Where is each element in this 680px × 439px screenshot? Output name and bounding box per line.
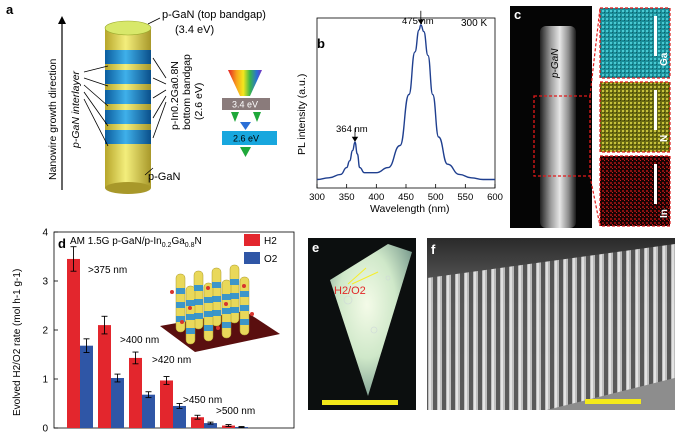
h2-o2-photo-label: H2/O2 [334,285,366,297]
scale-bar [594,90,598,126]
y-axis-label: Evolved H2/O2 rate (mol h-1 g-1) [12,269,23,416]
band-bottom-bar [222,131,277,145]
bar-o2 [111,378,124,428]
blue-arrow-icon [240,122,251,130]
scale-bar [585,399,641,404]
cutoff-label: >420 nm [152,355,191,366]
in-map: In [599,155,671,227]
top-bandgap-label: p-GaN (top bandgap) [162,9,266,21]
panel-f-sem: f [427,238,675,410]
legend-o2-label: O2 [264,254,278,265]
cutoff-label: >500 nm [216,406,255,417]
y-tick-label: 1 [42,375,48,386]
growth-arrow-icon [58,16,66,24]
nanowire-stem [540,26,576,228]
panel-f-label: f [431,242,436,257]
panel-d-label: d [58,236,66,251]
bar-h2 [129,357,142,428]
x-tick-label: 300 [309,192,325,203]
bottom-alloy-label: p-In0.2Ga0.8N [169,61,181,130]
bar-o2 [173,405,186,428]
x-tick-label: 350 [339,192,355,203]
band-top-bar [222,98,270,110]
top-bandgap-energy: (3.4 eV) [175,24,214,36]
x-tick-label: 600 [487,192,503,203]
bar-h2 [98,325,111,428]
n-map: N [599,81,671,153]
stem-wire-label: p-GaN [550,48,561,79]
legend-h2-label: H2 [264,236,277,247]
x-tick-label: 400 [368,192,384,203]
panel-c: c p-GaN Ga N In [510,6,671,228]
d-header: AM 1.5G p-GaN/p-In0.2Ga0.8N [70,236,202,249]
band-bottom-text: 2.6 eV [233,134,259,144]
x-tick-label: 500 [428,192,444,203]
panel-b-label: b [317,36,325,51]
panel-c-label: c [514,7,521,22]
nanowire-array-inset [160,264,280,352]
bottom-pgan-label: p-GaN [148,171,180,183]
x-axis-label: Wavelength (nm) [370,203,450,215]
temperature-label: 300 K [461,18,487,29]
panel-d-chart: d AM 1.5G p-GaN/p-In0.2Ga0.8N Evolved H2… [12,228,295,435]
growth-direction-label: Nanowire growth direction [47,58,59,180]
panel-e-photo: e H2/O2 [308,238,416,410]
peak2-label: 475 nm [402,16,434,27]
green-arrow-icon [253,112,261,122]
legend-o2-swatch [244,252,260,264]
y-axis-label: PL intensity (a.u.) [296,74,308,155]
y-tick-label: 3 [42,277,48,288]
peak1-label: 364 nm [336,124,368,135]
bar-o2 [142,394,155,428]
nanowire-cylinder [104,20,152,194]
bar-o2 [80,345,93,428]
panel-a: a Nanowire growth direction p-GaN interl… [6,2,277,194]
nanowire-forest [427,244,675,410]
ga-map: Ga [599,7,671,79]
cutoff-label: >375 nm [88,265,127,276]
in-map-label: In [659,209,670,218]
bottom-bandgap-energy: (2.6 eV) [193,83,205,120]
selected-region [533,95,591,177]
bar-h2 [67,258,80,428]
pl-spectrum-line [316,24,495,181]
band-top-text: 3.4 eV [232,100,258,110]
bandgap-arrows [144,17,167,176]
cutoff-label: >450 nm [183,395,222,406]
interlayer-label: p-GaN interlayer [70,70,82,149]
panel-a-label: a [6,2,14,17]
bottom-bandgap-label: bottom bandgap [181,54,193,130]
bar-o2 [204,423,217,428]
band-diagram: 3.4 eV 2.6 eV [222,70,277,157]
panel-b-chart: b 300 K PL intensity (a.u.) Wavelength (… [296,10,503,215]
legend-h2-swatch [244,234,260,246]
light-spectrum-icon [228,70,262,96]
x-tick-label: 450 [398,192,414,203]
y-tick-label: 2 [42,326,48,337]
y-tick-label: 4 [42,228,48,239]
panel-e-label: e [312,240,319,255]
peak-arrow-icon [417,19,425,25]
bar-h2 [191,417,204,428]
ga-map-label: Ga [659,52,670,66]
green-arrow-icon [240,147,251,157]
interlayer-arrows [83,65,109,147]
n-map-label: N [659,135,670,142]
bar-h2 [160,380,173,428]
green-arrow-icon [231,112,239,122]
scale-bar [322,400,398,405]
cutoff-label: >400 nm [120,335,159,346]
y-tick-label: 0 [42,424,48,435]
x-tick-label: 550 [457,192,473,203]
peak-arrow-icon [351,136,359,142]
